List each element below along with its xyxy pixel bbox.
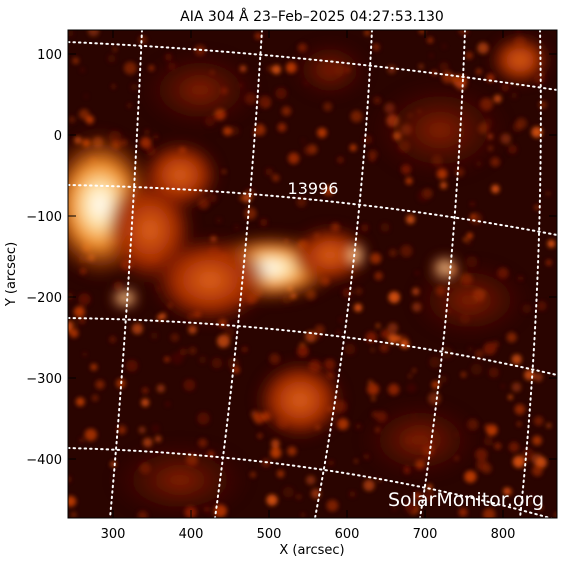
y-axis-label: Y (arcsec) <box>4 242 19 307</box>
y-tick-label: −200 <box>26 291 62 306</box>
y-tick-label: −400 <box>26 453 62 468</box>
x-axis-label: X (arcsec) <box>279 543 344 558</box>
x-tick-label: 400 <box>179 527 204 542</box>
y-tick-label: −100 <box>26 210 62 225</box>
solarmonitor-watermark: SolarMonitor.org <box>388 489 544 511</box>
x-tick-label: 500 <box>257 527 282 542</box>
active-region-label: 13996 <box>288 179 339 198</box>
plot-frame <box>67 29 558 519</box>
y-tick-label: −300 <box>26 372 62 387</box>
x-tick-label: 600 <box>335 527 360 542</box>
x-tick-label: 800 <box>491 527 516 542</box>
solar-image: 13996 SolarMonitor.org <box>68 30 557 518</box>
y-tick-label: 0 <box>54 129 62 144</box>
active-region-emission <box>68 35 550 518</box>
plot-title: AIA 304 Å 23–Feb–2025 04:27:53.130 <box>180 8 444 25</box>
heliographic-grid <box>68 30 557 518</box>
x-tick-label: 700 <box>413 527 438 542</box>
y-axis: 100 0 −100 −200 −300 −400 <box>26 48 557 468</box>
x-tick-label: 300 <box>101 527 126 542</box>
x-axis: 300 400 500 600 700 800 <box>101 30 516 542</box>
y-tick-label: 100 <box>37 48 62 63</box>
